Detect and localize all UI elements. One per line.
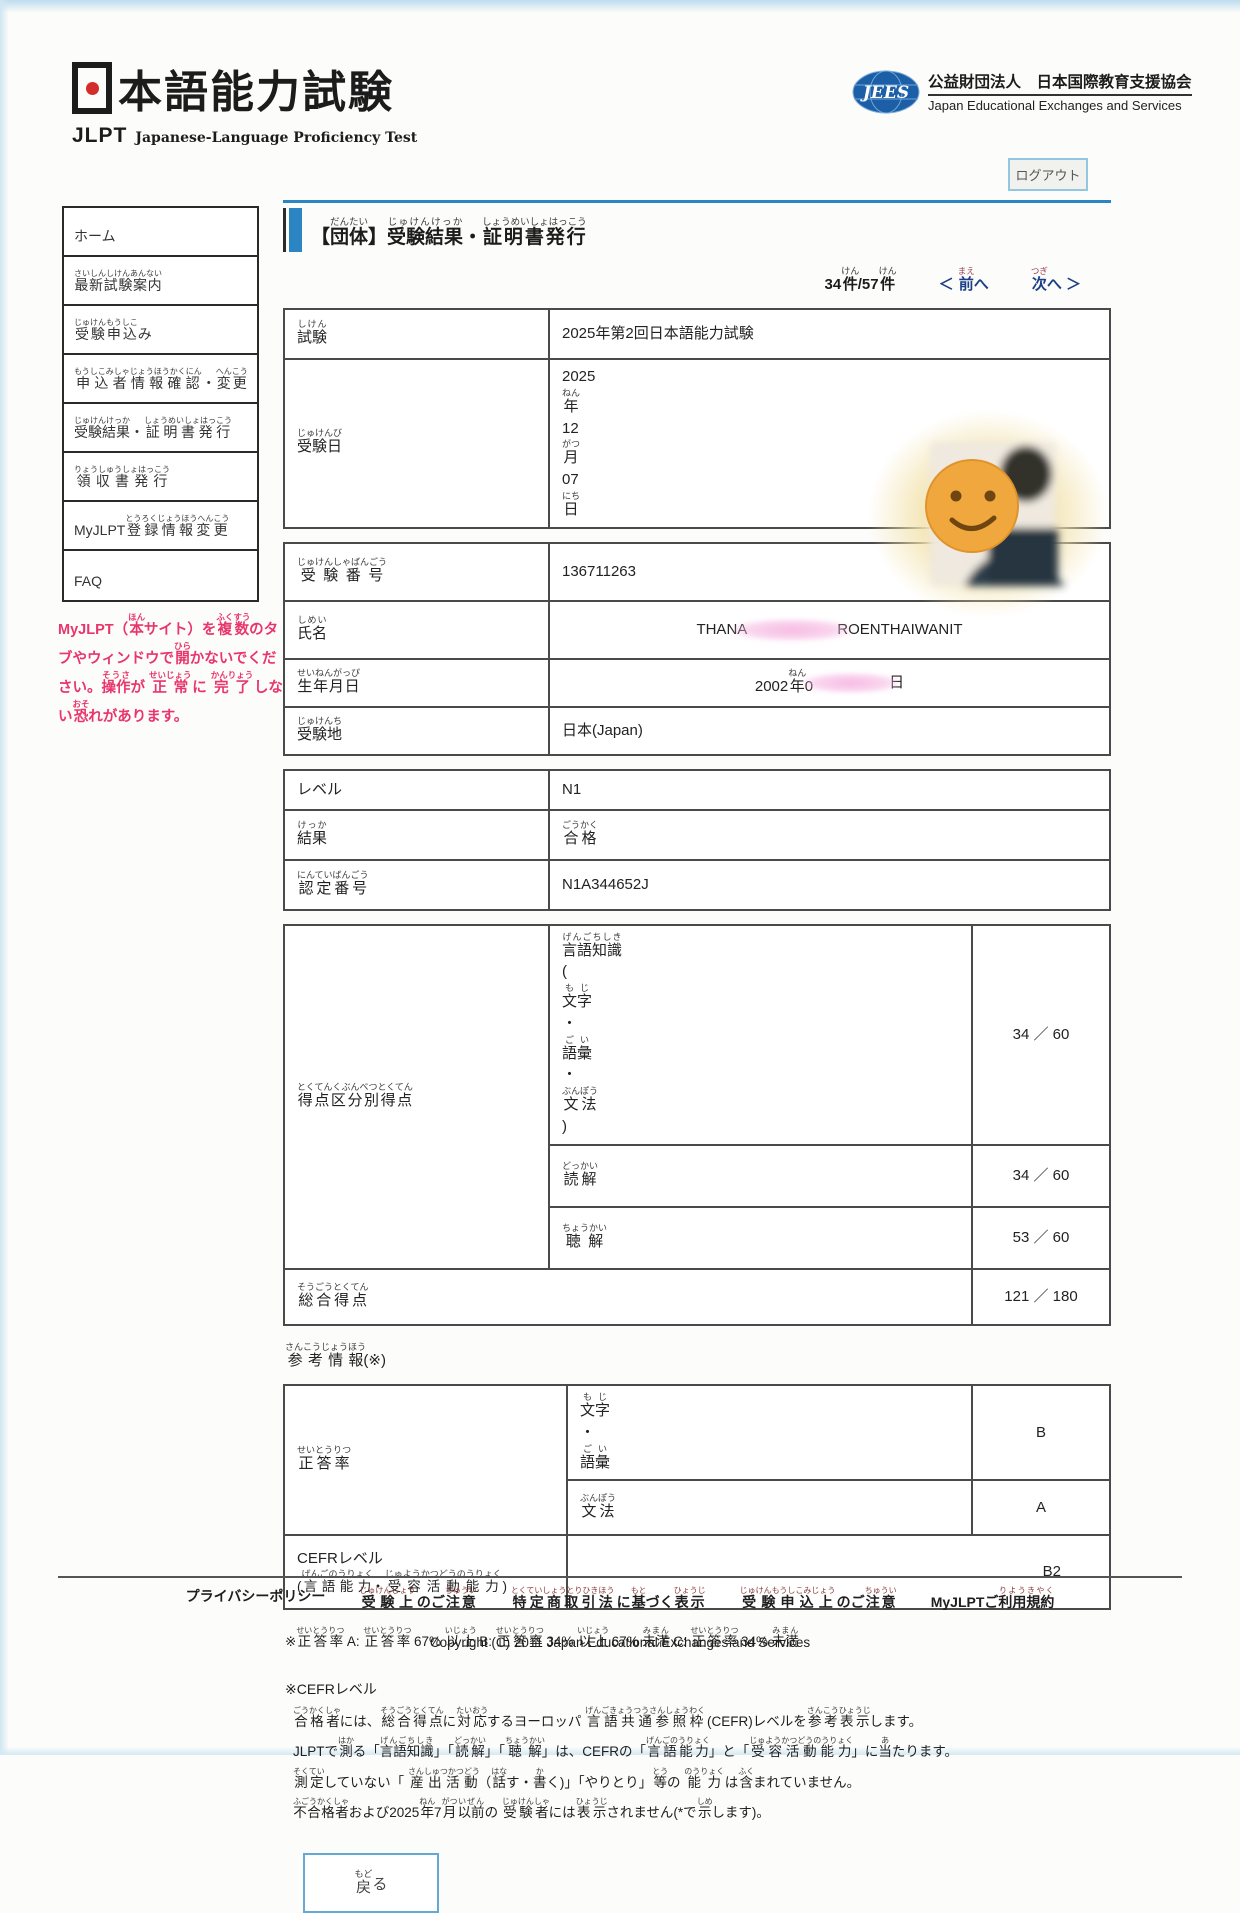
level-value: N1 [562, 780, 582, 798]
back-button[interactable]: 戻もどる [303, 1853, 439, 1913]
jlpt-logo-acronym: JLPT [72, 124, 128, 147]
sidebar-item-faq[interactable]: FAQ [74, 573, 103, 589]
footer-link-application-notes[interactable]: 受験申込上じゅけんもうしこみじょう のご注意ちゅうい [739, 1586, 897, 1610]
title-accent-bar [289, 208, 302, 252]
cefr-footnote-heading: ※CEFRレベル [285, 1680, 377, 1697]
content-top-rule [283, 200, 1111, 203]
footer-link-terms-of-use[interactable]: MyJLPTご利用規約りようきやく [930, 1586, 1055, 1610]
next-page-link[interactable]: 次つぎへ ＞ [1030, 266, 1081, 293]
name-value-part2: ROENTHAIWANIT [837, 620, 963, 638]
score-subject-listening: 聴解ちょうかい [550, 1205, 973, 1268]
jlpt-logo-kanji: 本語能力試験 [118, 67, 394, 118]
accuracy-grade-vocabulary: B [1035, 1423, 1046, 1441]
scan-edge-bottom [0, 1747, 1240, 1755]
examinee-number-label: 受験番号じゅけんしゃばんごう [285, 543, 550, 600]
svg-text:JEES: JEES [860, 83, 909, 103]
reference-table: 正答率せいとうりつ 文字もじ・語彙ごい B 文法ぶんぽう A CEFRレベル (… [283, 1384, 1111, 1611]
footer-link-exam-notes[interactable]: 受験上じゅけんじょう のご注意ちゅうい [359, 1586, 477, 1610]
certificate-number-value: N1A344652J [562, 875, 649, 893]
scan-edge-top [0, 0, 1240, 14]
name-label: 氏名しめい [285, 601, 550, 658]
cefr-footnote-line-3: 測定そくていしていない「 産出活動さんしゅつかつどう（話はなす・書かく)」「やり… [293, 1766, 861, 1790]
score-value-listening: 53 ／ 60 [973, 1205, 1109, 1268]
certificate-number-label: 認定番号にんていばんごう [285, 860, 550, 909]
sidebar-item-applicant-info-change[interactable]: 申込者情報確認もうしこみしゃじょうほうかくにん ・変更へんこう [64, 355, 257, 404]
pagination-count: 34件けん/57件けん [824, 266, 897, 293]
result-table: レベル N1 結果けっか 合格ごうかく 認定番号にんていばんごう N1A3446… [283, 768, 1111, 911]
sidebar-item-home[interactable]: ホーム [64, 208, 257, 257]
reference-info-heading: 参考情報さんこうじょうほう(※) [285, 1341, 386, 1369]
examinee-number-value: 136711263 [562, 562, 636, 580]
score-table: 得点区分別得点とくてんくぶんべつとくてん 言語知識げんごちしき(文字もじ・語彙ご… [283, 923, 1111, 1326]
exam-date-value: 2025 年ねん 12 月がつ 07 日にち [562, 368, 596, 518]
footer-divider [58, 1576, 1182, 1578]
multi-tab-warning-text: MyJLPT（本ほんサイト）を複数ふくすうのタブやウィンドウで開ひらかないでくだ… [58, 612, 283, 725]
page-title: 【団体だんたい】受験結果じゅけんけっか・証明書発行しょうめいしょはっこう [311, 217, 587, 249]
sidebar-item-exam-application[interactable]: 受験申込じゅけんもうしこみ [64, 306, 257, 355]
name-redaction-blur [733, 618, 852, 641]
scan-edge-left [0, 0, 9, 1755]
sidebar-item-myjlpt-registration-change[interactable]: MyJLPT 登録情報変更とうろくじょうほうへんこう [64, 502, 257, 551]
examinee-info-table: 受験番号じゅけんしゃばんごう 136711263 氏名しめい THANA ROEN… [283, 541, 1111, 756]
sidebar-item-results-certificates[interactable]: 受験結果じゅけんけっか・証明書発行しょうめいしょはっこう [64, 404, 257, 453]
prev-page-link[interactable]: ＜ 前まえへ [938, 266, 989, 293]
test-site-label: 受験地じゅけんち [285, 707, 550, 754]
logout-button[interactable]: ログアウト [1008, 158, 1088, 191]
sidebar-nav: ホーム 最新試験案内さいしんしけんあんない 受験申込じゅけんもうしこみ 申込者情… [62, 206, 259, 602]
footer-link-privacy-policy[interactable]: プライバシーポリシー [185, 1588, 326, 1604]
score-subject-reading: 読解どっかい [550, 1143, 973, 1206]
sidebar-item-receipt-issuance[interactable]: 領収書発行りょうしゅうしょはっこう [64, 453, 257, 502]
cefr-footnote-line-2: JLPTで測はかる「言語知識げんごちしき」「読解どっかい」「聴解ちょうかい」は、… [293, 1736, 958, 1760]
footer: プライバシーポリシー 受験上じゅけんじょう のご注意ちゅうい 特定商取引法とくて… [58, 1576, 1182, 1650]
cefr-level-label-line2: (言語能力げんごのうりょく・受容活動能力じゅようかつどうのうりょく ) [297, 1569, 508, 1595]
cefr-footnote-line-1: 合格者ごうかくしゃには、総合得点そうごうとくてんに対応たいおうするヨーロッパ 言… [293, 1705, 923, 1729]
total-score-label: 総合得点そうごうとくてん [285, 1267, 973, 1324]
accuracy-subject-grammar: 文法ぶんぽう [568, 1479, 973, 1535]
accuracy-grade-grammar: A [973, 1479, 1109, 1534]
result-label: 結果けっか [285, 810, 550, 859]
footer-link-commercial-transactions-act[interactable]: 特定商取引法とくていしょうとりひきほう に基もとづく表示ひょうじ [510, 1586, 706, 1610]
name-value: THANA ROENTHAIWANIT [550, 602, 1109, 658]
cefr-level-label-line1: CEFRレベル [297, 1549, 383, 1567]
score-value-language-knowledge: 34 ／ 60 [1012, 1025, 1070, 1043]
score-subject-language-knowledge: 言語知識げんごちしき(文字もじ・語彙ごい・文法ぶんぽう) [550, 925, 973, 1144]
sidebar-item-latest-exam-info[interactable]: 最新試験案内さいしんしけんあんない [64, 257, 257, 306]
result-value: 合格ごうかく [562, 819, 599, 847]
jees-org-name-en: Japan Educational Exchanges and Services [928, 98, 1182, 113]
score-section-label: 得点区分別得点とくてんくぶんべつとくてん [285, 925, 550, 1268]
exam-name-value: 2025年第2回日本語能力試験 [562, 325, 754, 343]
accuracy-subject-vocabulary: 文字もじ・語彙ごい [568, 1386, 973, 1480]
accuracy-rate-label: 正答率せいとうりつ [285, 1386, 568, 1535]
cefr-footnote-line-4: 不合格者ふごうかくしゃおよび2025年ねん7月がつ以前いぜんの 受験者じゅけんし… [293, 1797, 770, 1821]
test-site-value: 日本(Japan) [562, 721, 643, 739]
jees-logo: JEES 公益財団法人 日本国際教育支援協会 Japan Educational… [852, 70, 1192, 114]
exam-label: 試験しけん [285, 310, 550, 358]
jlpt-logo: 本語能力試験 JLPT Japanese-Language Proficienc… [72, 56, 417, 148]
jlpt-logo-sun-icon [72, 62, 112, 114]
copyright-text: Copyright (C) 2011 Japan Educational Exc… [429, 1635, 811, 1650]
pagination: 34件けん/57件けん ＜ 前まえへ 次つぎへ ＞ [283, 266, 1081, 294]
exam-date-label: 受験日じゅけんび [285, 360, 550, 527]
jees-globe-icon: JEES [852, 70, 920, 114]
main-content: 【団体だんたい】受験結果じゅけんけっか・証明書発行しょうめいしょはっこう 34件… [283, 200, 1111, 1913]
accuracy-rate-footnote: ※正答率せいとうりつ A: 正答率せいとうりつ 67% 以上いじょう B: 正答… [285, 1626, 799, 1650]
birth-date-redaction-blur [803, 672, 900, 693]
total-score-value: 121 ／ 180 [973, 1267, 1109, 1324]
level-label: レベル [285, 770, 550, 809]
exam-info-table: 試験しけん 2025年第2回日本語能力試験 受験日じゅけんび 2025 年ねん 12… [283, 308, 1111, 529]
birth-date-value: 2002年ねん0日 [550, 660, 1109, 706]
cefr-footnote: ※CEFRレベル 合格者ごうかくしゃには、総合得点そうごうとくてんに対応たいおう… [285, 1675, 1111, 1828]
jees-org-name-jp: 公益財団法人 日本国際教育支援協会 [928, 70, 1192, 96]
birth-date-label: 生年月日せいねんがっぴ [285, 659, 550, 706]
cefr-level-label: CEFRレベル (言語能力げんごのうりょく・受容活動能力じゅようかつどうのうりょ… [285, 1534, 568, 1609]
score-value-reading: 34 ／ 60 [973, 1143, 1109, 1206]
jlpt-logo-tagline: Japanese-Language Proficiency Test [135, 130, 418, 146]
